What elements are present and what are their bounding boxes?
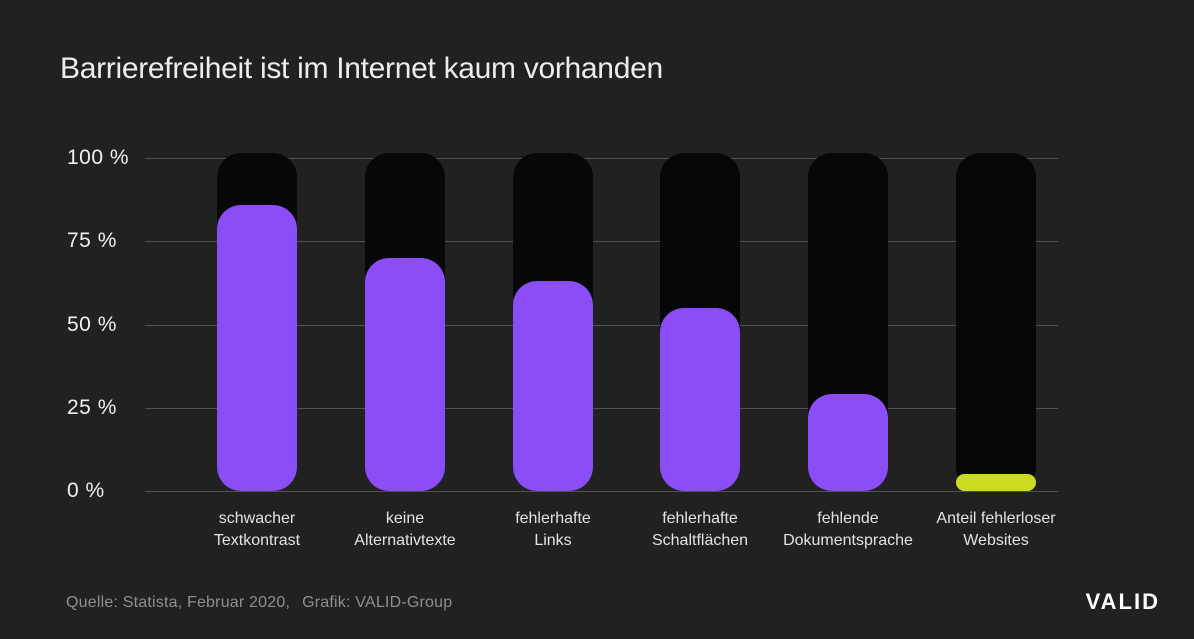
bar-fill-fehlende-dokumentsprache (808, 394, 888, 491)
bar-fill-fehlerhafte-links (513, 281, 593, 491)
category-label: keine Alternativtexte (330, 508, 480, 552)
gridline (145, 158, 1058, 159)
bar-fill-fehlerhafte-schaltfl-chen (660, 308, 740, 491)
bar-fill-schwacher-textkontrast (217, 205, 297, 491)
bar-group-1 (217, 153, 297, 491)
source-credit: Quelle: Statista, Februar 2020, Grafik: V… (66, 594, 452, 612)
gridline (145, 491, 1058, 492)
y-axis-tick-label: 50 % (67, 312, 117, 336)
category-label: fehlerhafte Schaltflächen (625, 508, 775, 552)
category-label-line: schwacher (218, 510, 296, 527)
bar-fill-keine-alternativtexte (365, 258, 445, 491)
category-label-line: fehlende (817, 510, 879, 527)
chart-title: Barrierefreiheit ist im Internet kaum vo… (60, 52, 663, 85)
bar-group-6 (956, 153, 1036, 491)
category-label-line: Links (534, 532, 572, 549)
category-label-line: Alternativtexte (354, 532, 456, 549)
category-label-line: Textkontrast (213, 532, 301, 549)
bar-group-4 (660, 153, 740, 491)
bar-group-3 (513, 153, 593, 491)
category-label-line: Dokumentsprache (783, 532, 913, 549)
category-label: fehlende Dokumentsprache (773, 508, 923, 552)
source-text: Quelle: Statista, Februar 2020, (66, 594, 291, 611)
gridline (145, 407, 1058, 409)
gridline (145, 324, 1058, 326)
bar-group-5 (808, 153, 888, 491)
y-axis-tick-label: 25 % (67, 395, 117, 419)
category-label-line: Websites (963, 532, 1029, 549)
category-label-line: fehlerhafte (515, 510, 591, 527)
category-label-line: fehlerhafte (662, 510, 738, 527)
category-label-line: Schaltflächen (651, 532, 749, 549)
y-axis-tick-label: 75 % (67, 229, 117, 253)
plot-area (145, 153, 1058, 492)
category-label: fehlerhafte Links (478, 508, 628, 552)
gridline (145, 241, 1058, 243)
credit-text: Grafik: VALID-Group (302, 594, 453, 611)
category-label: Anteil fehlerloser Websites (921, 508, 1071, 552)
category-label: schwacher Textkontrast (182, 508, 332, 552)
category-label-line: Anteil fehlerloser (936, 510, 1056, 527)
bar-track (956, 153, 1036, 491)
category-label-line: keine (385, 510, 425, 527)
bar-group-2 (365, 153, 445, 491)
y-axis-tick-label: 0 % (67, 479, 105, 502)
bar-fill-anteil-fehlerloser-websites (956, 474, 1036, 491)
valid-logo: VALID (1085, 589, 1160, 614)
y-axis-tick-label: 100 % (67, 146, 130, 169)
